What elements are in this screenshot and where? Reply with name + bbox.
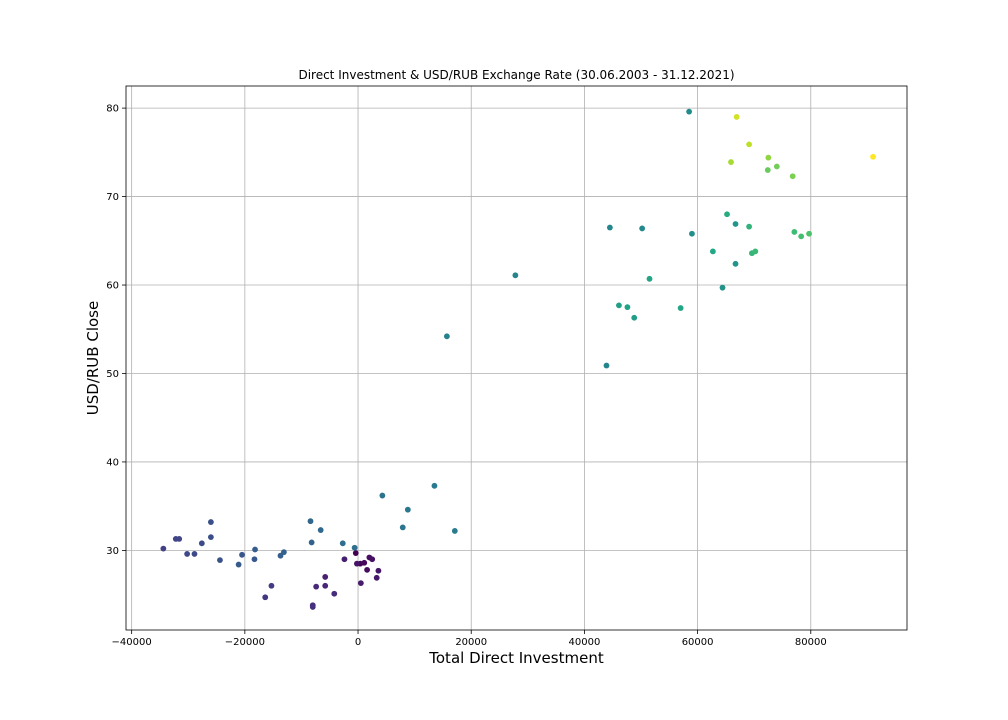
data-point [361, 559, 368, 566]
x-tick-label: −20000 [225, 637, 265, 648]
data-point [752, 248, 759, 255]
data-point [443, 333, 450, 340]
data-point [262, 594, 269, 601]
data-point [732, 260, 739, 267]
data-point [339, 540, 346, 547]
data-point [252, 546, 258, 553]
data-point [341, 556, 348, 563]
data-point [746, 141, 753, 148]
data-point [217, 557, 223, 564]
data-point [686, 108, 693, 115]
data-points [160, 108, 876, 610]
data-point [280, 549, 287, 556]
data-point [317, 527, 324, 533]
data-point [603, 362, 610, 369]
data-point [309, 604, 316, 610]
x-tick-label: 20000 [455, 637, 487, 648]
x-tick-label: 80000 [795, 637, 827, 648]
plot-frame [125, 85, 908, 631]
data-point [646, 275, 653, 282]
data-point [351, 544, 358, 551]
data-point [268, 582, 275, 589]
data-point [719, 284, 726, 291]
data-point [724, 211, 730, 218]
data-point [191, 551, 198, 557]
data-point [235, 561, 242, 568]
data-point [689, 230, 695, 237]
y-tick-label: 80 [106, 104, 119, 115]
data-point [773, 163, 780, 170]
data-point [308, 539, 315, 546]
data-point [732, 221, 739, 227]
chart-title: Direct Investment & USD/RUB Exchange Rat… [298, 68, 734, 82]
data-point [160, 545, 167, 552]
data-point [313, 583, 320, 590]
data-point [789, 173, 796, 180]
data-point [352, 550, 359, 556]
data-point [375, 567, 382, 574]
data-point [677, 305, 684, 311]
data-point [728, 159, 734, 165]
data-point [207, 519, 214, 525]
data-point [322, 574, 329, 580]
data-point [373, 574, 380, 581]
data-point [606, 224, 613, 231]
data-point [431, 482, 438, 489]
data-point [404, 506, 411, 513]
data-point [451, 528, 458, 534]
data-point [631, 314, 638, 321]
y-tick-label: 30 [106, 546, 119, 557]
x-axis-ticks: −40000 −20000 0 20000 40000 60000 80000 [112, 630, 827, 648]
data-point [765, 154, 772, 161]
data-point [354, 560, 360, 567]
data-point [322, 582, 329, 589]
data-point [624, 304, 631, 311]
y-tick-label: 70 [106, 192, 119, 203]
y-tick-label: 60 [106, 281, 119, 292]
data-point [251, 556, 258, 563]
data-point [364, 566, 370, 573]
data-point [369, 556, 376, 563]
data-point [639, 225, 646, 232]
data-point [733, 114, 740, 120]
x-tick-label: −40000 [112, 637, 152, 648]
data-point [331, 590, 338, 597]
data-point [399, 524, 406, 531]
data-point [379, 492, 386, 499]
y-tick-label: 40 [106, 457, 119, 468]
data-point [207, 534, 214, 541]
data-point [806, 230, 812, 237]
data-point [198, 540, 205, 547]
x-tick-label: 0 [355, 637, 361, 648]
data-point [709, 248, 716, 255]
data-point [870, 153, 876, 160]
data-point [798, 233, 805, 240]
y-axis-ticks: 30 40 50 60 70 80 [106, 104, 126, 557]
data-point [512, 272, 519, 279]
y-axis-label: USD/RUB Close [84, 301, 102, 415]
x-axis-label: Total Direct Investment [428, 649, 604, 667]
data-point [239, 551, 245, 558]
data-point [764, 167, 771, 173]
data-point [307, 518, 314, 525]
x-tick-label: 40000 [569, 637, 601, 648]
data-point [357, 580, 364, 587]
x-tick-label: 60000 [682, 637, 714, 648]
data-point [791, 229, 798, 235]
data-point [184, 551, 191, 557]
data-point [176, 535, 183, 542]
data-point [616, 302, 622, 309]
data-point [746, 223, 753, 230]
y-tick-label: 50 [106, 369, 119, 380]
grid [126, 86, 907, 630]
